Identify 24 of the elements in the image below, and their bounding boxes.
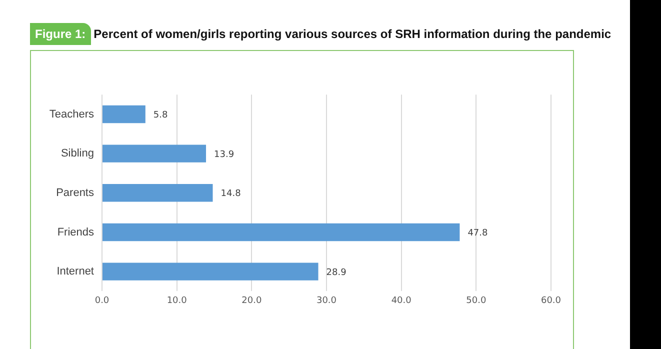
y-tick-label: Friends bbox=[57, 226, 94, 238]
bar bbox=[102, 144, 206, 162]
x-tick-label: 0.0 bbox=[94, 296, 110, 306]
data-label: 13.9 bbox=[214, 150, 234, 160]
bar bbox=[102, 184, 213, 202]
chart-title: Percent of women/girls reporting various sources of SRH information during the pandemic bbox=[94, 26, 612, 40]
data-label: 28.9 bbox=[326, 268, 347, 278]
x-tick-label: 50.0 bbox=[466, 296, 486, 306]
x-tick-label: 20.0 bbox=[242, 296, 262, 306]
x-tick-label: 10.0 bbox=[166, 296, 188, 306]
y-tick-label: Parents bbox=[56, 186, 94, 199]
data-label: 5.8 bbox=[153, 110, 168, 121]
x-tick-label: 60.0 bbox=[540, 296, 562, 306]
bar bbox=[102, 262, 318, 280]
bar bbox=[102, 223, 460, 242]
x-tick-label: 30.0 bbox=[316, 296, 337, 306]
x-tick-label: 40.0 bbox=[391, 296, 412, 306]
bar bbox=[102, 105, 146, 124]
data-label: 47.8 bbox=[468, 228, 488, 239]
y-tick-label: Internet bbox=[56, 266, 94, 278]
y-tick-label: Teachers bbox=[49, 108, 94, 120]
caption: Figure 1: bbox=[30, 22, 91, 44]
data-label: 14.8 bbox=[220, 189, 242, 200]
y-tick-label: Sibling bbox=[60, 148, 94, 160]
